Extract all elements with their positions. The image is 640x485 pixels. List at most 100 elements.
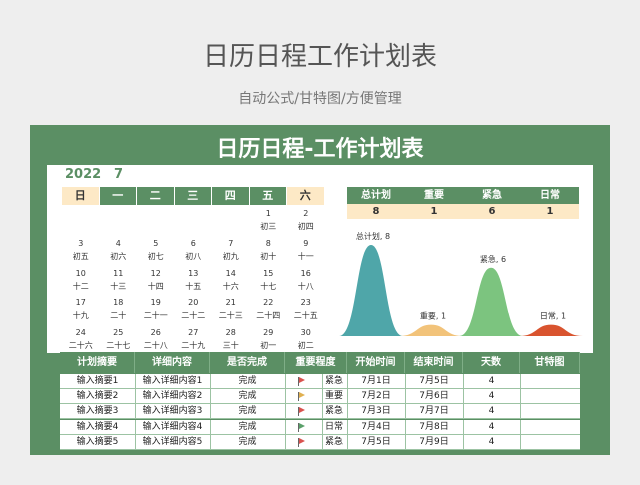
cell-border (135, 404, 136, 420)
cell-border (405, 419, 406, 435)
cell-border (347, 404, 348, 420)
lunar-day: 十一 (297, 251, 314, 261)
lunar-day: 初一 (260, 341, 277, 351)
lunar-day: 初三 (260, 222, 277, 231)
day-number: 3 (78, 238, 84, 248)
lunar-day: 十二 (72, 281, 89, 291)
table-cell: 4 (488, 421, 495, 432)
day-number: 28 (225, 328, 236, 338)
table-cell: 完成 (238, 376, 257, 386)
summary-header: 重要 (405, 187, 463, 204)
table-row (60, 374, 580, 389)
day-number: 19 (150, 298, 161, 308)
cell-border (135, 389, 136, 405)
cell-border (520, 389, 521, 405)
flag (299, 422, 305, 429)
day-number: 24 (75, 328, 86, 338)
page-subtitle: 自动公式/甘特图/方便管理 (238, 91, 402, 107)
day-number: 29 (263, 328, 274, 338)
summary-value: 8 (347, 204, 405, 219)
cell-border (463, 434, 464, 450)
cell-border (210, 434, 211, 450)
day-number: 30 (300, 328, 311, 338)
flag-pole (298, 407, 299, 417)
cell-border (405, 404, 406, 420)
weekday: 一 (99, 187, 137, 205)
table-cell: 7月1日 (361, 376, 391, 386)
table-row (60, 434, 580, 450)
peak (519, 324, 583, 336)
cell-border (405, 389, 406, 405)
day-number: 12 (150, 268, 161, 278)
lunar-day: 二十八 (143, 341, 168, 351)
panel-title: 日历日程-工作计划表 (216, 137, 424, 162)
peak-label: 日常, 1 (540, 312, 566, 321)
table-cell: 4 (488, 436, 495, 447)
lunar-day: 初七 (147, 251, 164, 261)
year: 2022 (65, 167, 102, 182)
panel: 日历日程-工作计划表 2022 7 日一二三四五六 1 初三 2 初四 3 初五 4 初六 5 初七 6 初… (30, 125, 610, 455)
table-header: 天数 (463, 352, 520, 373)
lunar-day: 十六 (222, 281, 239, 291)
table-cell: 输入摘要1 (76, 376, 119, 386)
cell-border (405, 434, 406, 450)
day-number: 25 (113, 328, 124, 338)
cell-border (463, 419, 464, 435)
table-cell: 完成 (238, 391, 257, 402)
table-cell: 输入详细内容2 (142, 391, 203, 402)
day-number: 21 (225, 298, 236, 308)
day-number: 10 (75, 268, 86, 278)
flag-pole (298, 392, 299, 402)
lunar-day: 初五 (72, 251, 89, 261)
table-cell: 输入详细内容4 (142, 421, 203, 432)
cell-border (210, 419, 211, 435)
peak-label: 总计划, 8 (356, 231, 390, 241)
cell-border (347, 374, 348, 389)
weekday: 三 (174, 187, 212, 205)
lunar-day: 十九 (72, 311, 89, 321)
weekday: 二 (137, 187, 175, 205)
lunar-day: 十四 (147, 281, 164, 291)
day-number: 7 (228, 238, 234, 248)
lunar-day: 二十七 (106, 341, 131, 351)
importance: 紧急 (322, 374, 343, 389)
day-number: 26 (150, 328, 161, 338)
lunar-day: 初二 (297, 341, 314, 351)
cell-border (285, 434, 286, 450)
table-cell: 7月6日 (419, 391, 449, 402)
peak (399, 324, 463, 336)
day-number: 17 (75, 298, 86, 308)
flag (299, 377, 305, 383)
cell-border (347, 389, 348, 405)
summary-value: 6 (463, 204, 521, 219)
table-cell: 完成 (238, 406, 257, 417)
lunar-day: 十七 (260, 281, 277, 291)
cell-border (285, 389, 286, 405)
summary-header: 总计划 (347, 187, 405, 204)
table-cell: 7月4日 (361, 421, 391, 432)
table-cell: 输入摘要4 (76, 421, 119, 432)
flag (299, 392, 305, 399)
table-header: 计划摘要 (60, 352, 135, 373)
table-cell: 4 (488, 376, 495, 386)
table-cell: 输入摘要2 (76, 391, 119, 402)
flag-pole (298, 377, 299, 386)
lunar-day: 三十 (222, 341, 239, 351)
lunar-day: 二十五 (293, 311, 318, 321)
lunar-day: 二十二 (181, 311, 206, 321)
lunar-day: 十八 (297, 281, 314, 291)
lunar-day: 初十 (260, 251, 277, 261)
lunar-day: 二十四 (256, 311, 281, 321)
table-header: 详细内容 (135, 352, 210, 373)
day-number: 5 (153, 238, 159, 248)
table-cell: 7月3日 (361, 406, 391, 417)
peak (339, 245, 403, 336)
cell-border (210, 404, 211, 420)
weekday: 六 (287, 187, 325, 205)
lunar-day: 初八 (185, 251, 202, 261)
importance: 紧急 (322, 434, 343, 450)
cell-border (463, 404, 464, 420)
cell-border (135, 419, 136, 435)
peak-label: 紧急, 6 (480, 254, 506, 264)
cell-border (285, 419, 286, 435)
